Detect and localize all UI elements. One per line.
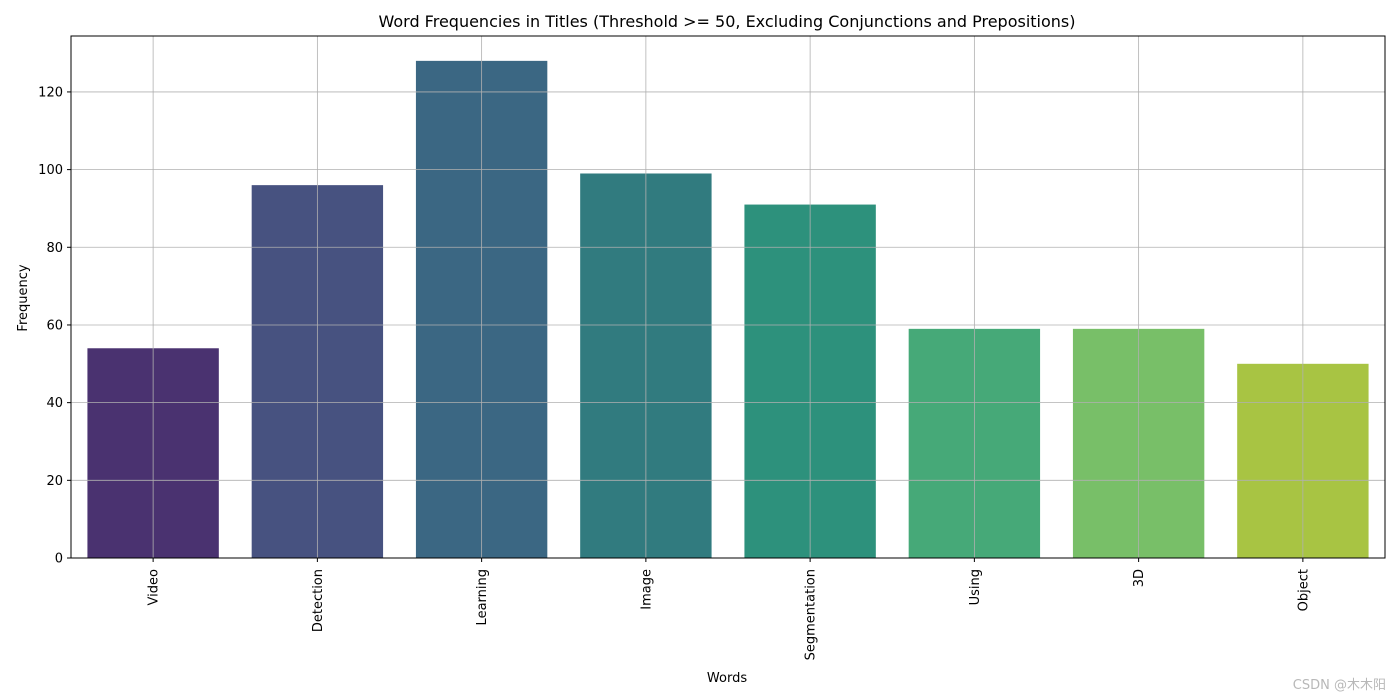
- watermark: CSDN @木木阳: [1292, 678, 1386, 693]
- y-tick-label: 60: [46, 318, 63, 333]
- y-axis-label: Frequency: [16, 264, 31, 331]
- y-tick-label: 40: [46, 396, 63, 411]
- chart-title: Word Frequencies in Titles (Threshold >=…: [378, 12, 1075, 31]
- x-tick-label: Video: [147, 569, 162, 605]
- y-tick-label: 120: [38, 85, 63, 100]
- y-tick-label: 0: [55, 552, 63, 567]
- y-tick-label: 100: [38, 163, 63, 178]
- x-tick-label: Image: [639, 569, 654, 610]
- x-tick-label: Segmentation: [804, 569, 819, 660]
- x-tick-label: Using: [968, 569, 983, 605]
- x-tick-label: 3D: [1132, 569, 1147, 587]
- y-axis: 0 20 40 60 80 100 120: [38, 85, 71, 567]
- x-axis: Video Detection Learning Image Segmentation U…: [147, 558, 1311, 660]
- x-axis-label: Words: [707, 671, 747, 686]
- x-tick-label: Detection: [311, 569, 326, 632]
- x-tick-label: Learning: [475, 569, 490, 625]
- plot-frame: [70, 35, 1386, 559]
- y-tick-label: 20: [46, 474, 63, 489]
- bars: [87, 60, 1369, 558]
- x-tick-label: Object: [1296, 569, 1311, 611]
- y-tick-label: 80: [46, 241, 63, 256]
